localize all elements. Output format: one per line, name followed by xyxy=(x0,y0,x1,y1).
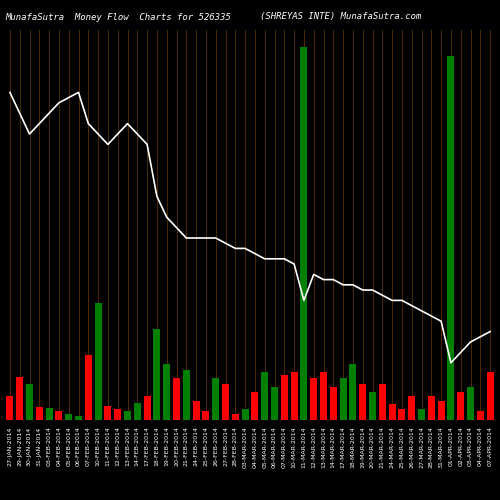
Bar xyxy=(438,401,444,420)
Bar xyxy=(154,329,160,420)
Bar xyxy=(320,372,327,420)
Bar xyxy=(379,384,386,420)
Bar xyxy=(360,384,366,420)
Bar xyxy=(242,408,248,420)
Bar xyxy=(486,372,494,420)
Bar xyxy=(75,416,82,420)
Bar xyxy=(271,387,278,420)
Bar xyxy=(281,375,287,420)
Bar xyxy=(173,378,180,420)
Bar xyxy=(398,408,406,420)
Bar xyxy=(252,392,258,420)
Bar xyxy=(144,396,150,420)
Bar xyxy=(222,384,229,420)
Bar xyxy=(6,396,14,420)
Bar xyxy=(56,412,62,420)
Bar xyxy=(300,48,308,420)
Text: MunafaSutra  Money Flow  Charts for 526335: MunafaSutra Money Flow Charts for 526335 xyxy=(5,12,231,22)
Bar xyxy=(388,404,396,420)
Bar xyxy=(16,376,23,420)
Bar xyxy=(418,408,425,420)
Bar xyxy=(448,56,454,420)
Bar xyxy=(369,392,376,420)
Bar xyxy=(350,364,356,420)
Bar xyxy=(467,387,474,420)
Bar xyxy=(36,407,43,420)
Bar xyxy=(458,392,464,420)
Bar xyxy=(192,401,200,420)
Bar xyxy=(202,412,209,420)
Bar xyxy=(134,402,140,420)
Bar xyxy=(340,378,346,420)
Bar xyxy=(290,372,298,420)
Bar xyxy=(114,408,121,420)
Bar xyxy=(164,364,170,420)
Bar xyxy=(46,408,52,420)
Bar xyxy=(477,412,484,420)
Bar xyxy=(26,384,33,420)
Bar xyxy=(124,412,131,420)
Bar xyxy=(66,414,72,420)
Bar xyxy=(330,387,336,420)
Bar xyxy=(428,396,434,420)
Bar xyxy=(104,406,112,420)
Bar xyxy=(94,303,102,420)
Text: (SHREYAS INTE) MunafaSutra.com: (SHREYAS INTE) MunafaSutra.com xyxy=(260,12,421,22)
Bar xyxy=(262,372,268,420)
Bar xyxy=(183,370,190,420)
Bar xyxy=(212,378,219,420)
Bar xyxy=(85,355,91,420)
Bar xyxy=(232,414,238,420)
Bar xyxy=(408,396,415,420)
Bar xyxy=(310,378,317,420)
